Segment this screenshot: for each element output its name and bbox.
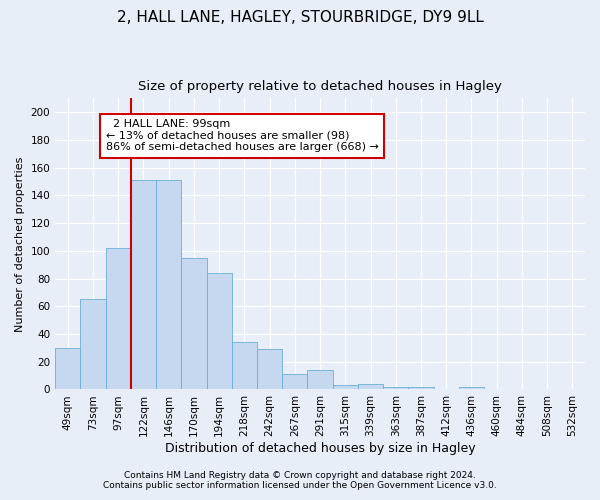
Bar: [307, 370, 332, 390]
Text: 2 HALL LANE: 99sqm
← 13% of detached houses are smaller (98)
86% of semi-detache: 2 HALL LANE: 99sqm ← 13% of detached hou…: [106, 119, 379, 152]
Y-axis label: Number of detached properties: Number of detached properties: [15, 156, 25, 332]
Bar: [257, 350, 282, 390]
Text: 2, HALL LANE, HAGLEY, STOURBRIDGE, DY9 9LL: 2, HALL LANE, HAGLEY, STOURBRIDGE, DY9 9…: [116, 10, 484, 25]
Bar: [332, 386, 358, 390]
Bar: [232, 342, 257, 390]
Bar: [156, 180, 181, 390]
Text: Contains HM Land Registry data © Crown copyright and database right 2024.
Contai: Contains HM Land Registry data © Crown c…: [103, 470, 497, 490]
Bar: [282, 374, 307, 390]
Bar: [383, 386, 409, 390]
Bar: [206, 273, 232, 390]
Bar: [80, 300, 106, 390]
Bar: [459, 386, 484, 390]
Title: Size of property relative to detached houses in Hagley: Size of property relative to detached ho…: [138, 80, 502, 93]
Bar: [55, 348, 80, 390]
Bar: [358, 384, 383, 390]
Bar: [409, 386, 434, 390]
Bar: [181, 258, 206, 390]
Bar: [106, 248, 131, 390]
X-axis label: Distribution of detached houses by size in Hagley: Distribution of detached houses by size …: [165, 442, 475, 455]
Bar: [131, 180, 156, 390]
